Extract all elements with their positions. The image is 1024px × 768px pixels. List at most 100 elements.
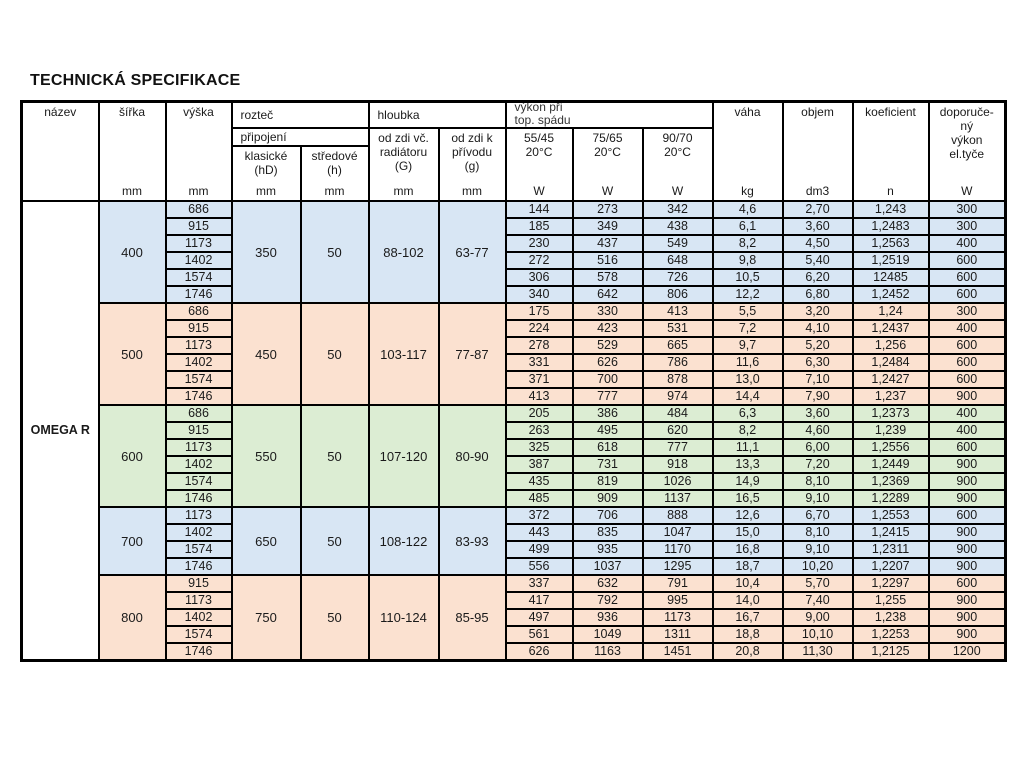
cell-power-75-65: 777 <box>571 387 644 406</box>
cell-height: 915 <box>164 319 233 338</box>
cell-coefficient: 12485 <box>851 268 930 287</box>
cell-el-rod-power: 900 <box>927 591 1007 610</box>
cell-weight: 16,8 <box>711 540 784 559</box>
table-row: 1402 272 516 648 9,8 5,40 1,2519 600 <box>22 251 1007 270</box>
cell-pitch-center: 50 <box>299 302 370 406</box>
cell-depth-sg: 83-93 <box>437 506 507 576</box>
cell-height: 1746 <box>164 387 233 406</box>
cell-el-rod-power: 900 <box>927 608 1007 627</box>
cell-volume: 8,10 <box>781 472 854 491</box>
cell-el-rod-power: 900 <box>927 625 1007 644</box>
cell-power-75-65: 835 <box>571 523 644 542</box>
cell-power-55-45: 272 <box>504 251 574 270</box>
col-header-classic: klasické (hD) mm <box>230 145 302 202</box>
cell-power-55-45: 337 <box>504 574 574 593</box>
cell-coefficient: 1,2553 <box>851 506 930 525</box>
cell-height: 915 <box>164 421 233 440</box>
table-row: 915 224 423 531 7,2 4,10 1,2437 400 <box>22 319 1007 338</box>
cell-weight: 10,4 <box>711 574 784 593</box>
col-header-depth-sg: od zdi k přívodu (g) mm <box>437 127 507 202</box>
cell-coefficient: 1,2437 <box>851 319 930 338</box>
cell-power-55-45: 371 <box>504 370 574 389</box>
cell-coefficient: 1,2452 <box>851 285 930 304</box>
cell-depth-sg: 77-87 <box>437 302 507 406</box>
cell-coefficient: 1,2253 <box>851 625 930 644</box>
col-header-depth: hloubka <box>367 100 507 129</box>
col-header-el-rod: doporuče- ný výkon el.tyče W <box>927 100 1007 202</box>
cell-power-55-45: 626 <box>504 642 574 662</box>
cell-power-55-45: 556 <box>504 557 574 576</box>
table-row: 1173 278 529 665 9,7 5,20 1,256 600 <box>22 336 1007 355</box>
cell-width: 800 <box>97 574 167 662</box>
cell-width: 500 <box>97 302 167 406</box>
cell-power-75-65: 1049 <box>571 625 644 644</box>
cell-el-rod-power: 400 <box>927 234 1007 253</box>
col-header-volume: objem dm3 <box>781 100 854 202</box>
cell-el-rod-power: 900 <box>927 387 1007 406</box>
cell-power-90-70: 1170 <box>641 540 714 559</box>
col-header-height: výška mm <box>164 100 233 202</box>
cell-power-55-45: 413 <box>504 387 574 406</box>
cell-volume: 4,60 <box>781 421 854 440</box>
cell-power-55-45: 435 <box>504 472 574 491</box>
cell-depth-g: 107-120 <box>367 404 440 508</box>
cell-pitch-center: 50 <box>299 574 370 662</box>
cell-power-90-70: 726 <box>641 268 714 287</box>
cell-coefficient: 1,24 <box>851 302 930 321</box>
cell-power-90-70: 777 <box>641 438 714 457</box>
cell-depth-g: 103-117 <box>367 302 440 406</box>
table-row: 1402 331 626 786 11,6 6,30 1,2484 600 <box>22 353 1007 372</box>
cell-power-90-70: 1047 <box>641 523 714 542</box>
cell-el-rod-power: 600 <box>927 574 1007 593</box>
cell-depth-sg: 63-77 <box>437 200 507 304</box>
cell-height: 1402 <box>164 608 233 627</box>
cell-coefficient: 1,239 <box>851 421 930 440</box>
cell-width: 600 <box>97 404 167 508</box>
cell-power-75-65: 618 <box>571 438 644 457</box>
cell-height: 1574 <box>164 540 233 559</box>
cell-power-90-70: 974 <box>641 387 714 406</box>
cell-power-75-65: 529 <box>571 336 644 355</box>
cell-height: 1574 <box>164 472 233 491</box>
cell-weight: 13,0 <box>711 370 784 389</box>
cell-coefficient: 1,243 <box>851 200 930 219</box>
cell-coefficient: 1,2563 <box>851 234 930 253</box>
cell-power-75-65: 578 <box>571 268 644 287</box>
cell-power-75-65: 819 <box>571 472 644 491</box>
cell-el-rod-power: 400 <box>927 404 1007 423</box>
table-row: 1574 306 578 726 10,5 6,20 12485 600 <box>22 268 1007 287</box>
cell-power-90-70: 1026 <box>641 472 714 491</box>
cell-power-90-70: 806 <box>641 285 714 304</box>
table-row: 1746 340 642 806 12,2 6,80 1,2452 600 <box>22 285 1007 304</box>
cell-coefficient: 1,2373 <box>851 404 930 423</box>
cell-weight: 8,2 <box>711 421 784 440</box>
cell-weight: 14,4 <box>711 387 784 406</box>
cell-volume: 5,20 <box>781 336 854 355</box>
cell-height: 1746 <box>164 557 233 576</box>
table-row: 1173 325 618 777 11,1 6,00 1,2556 600 <box>22 438 1007 457</box>
cell-height: 686 <box>164 200 233 219</box>
cell-volume: 3,60 <box>781 404 854 423</box>
cell-power-90-70: 648 <box>641 251 714 270</box>
cell-el-rod-power: 600 <box>927 285 1007 304</box>
cell-height: 1173 <box>164 591 233 610</box>
cell-el-rod-power: 900 <box>927 489 1007 508</box>
cell-el-rod-power: 600 <box>927 506 1007 525</box>
cell-power-75-65: 792 <box>571 591 644 610</box>
cell-volume: 9,10 <box>781 540 854 559</box>
cell-power-90-70: 342 <box>641 200 714 219</box>
technical-spec-table: název šířka mm výška mm rozteč hloubka <box>20 100 1008 662</box>
cell-el-rod-power: 600 <box>927 336 1007 355</box>
cell-height: 915 <box>164 574 233 593</box>
cell-height: 1173 <box>164 438 233 457</box>
cell-volume: 6,70 <box>781 506 854 525</box>
cell-el-rod-power: 600 <box>927 370 1007 389</box>
cell-power-90-70: 413 <box>641 302 714 321</box>
cell-volume: 5,40 <box>781 251 854 270</box>
cell-volume: 3,20 <box>781 302 854 321</box>
cell-power-55-45: 144 <box>504 200 574 219</box>
cell-height: 1173 <box>164 506 233 525</box>
cell-power-90-70: 786 <box>641 353 714 372</box>
cell-power-90-70: 878 <box>641 370 714 389</box>
